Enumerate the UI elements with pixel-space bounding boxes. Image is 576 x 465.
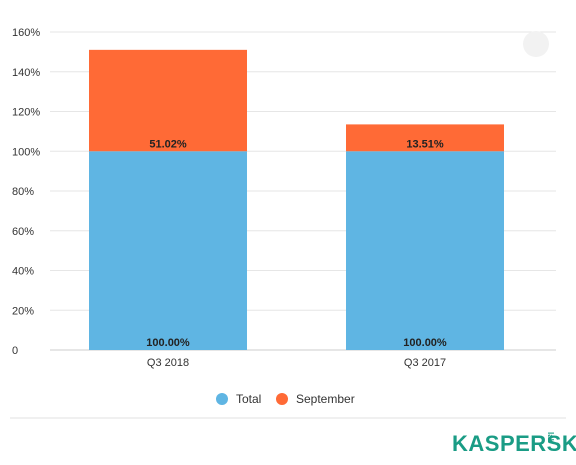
y-tick-label: 120% bbox=[12, 107, 40, 119]
data-labels: 100.00% 51.02% 100.00% 13.51% bbox=[146, 138, 447, 349]
chart-menu-button[interactable] bbox=[523, 31, 549, 57]
y-tick-label: 140% bbox=[12, 67, 40, 79]
x-tick-label: Q3 2018 bbox=[147, 357, 189, 369]
legend-label[interactable]: Total bbox=[236, 392, 261, 406]
logo-wordmark: KASPERSKY bbox=[452, 431, 576, 456]
x-axis-ticks: Q3 2018 Q3 2017 bbox=[147, 357, 446, 369]
bar-september bbox=[346, 124, 504, 152]
data-label: 100.00% bbox=[403, 337, 447, 349]
data-label: 13.51% bbox=[406, 138, 444, 150]
legend-marker bbox=[276, 393, 288, 405]
y-tick-label: 20% bbox=[12, 305, 34, 317]
logo-lab-text: lab bbox=[546, 432, 555, 444]
legend[interactable]: Total September bbox=[216, 392, 355, 406]
legend-marker bbox=[216, 393, 228, 405]
bar-total bbox=[346, 151, 504, 350]
y-tick-label: 0 bbox=[12, 345, 18, 357]
x-tick-label: Q3 2017 bbox=[404, 357, 446, 369]
legend-label[interactable]: September bbox=[296, 392, 355, 406]
data-label: 100.00% bbox=[146, 337, 190, 349]
y-axis-ticks: 0 20% 40% 60% 80% 100% 120% 140% 160% bbox=[12, 27, 40, 357]
y-tick-label: 40% bbox=[12, 266, 34, 278]
y-tick-label: 160% bbox=[12, 27, 40, 39]
bar-total bbox=[89, 151, 247, 350]
kaspersky-logo: KASPERSKY lab bbox=[452, 428, 576, 460]
bar-september bbox=[89, 49, 247, 152]
data-label: 51.02% bbox=[149, 138, 187, 150]
y-tick-label: 100% bbox=[12, 146, 40, 158]
bars bbox=[89, 49, 504, 350]
y-tick-label: 80% bbox=[12, 186, 34, 198]
y-tick-label: 60% bbox=[12, 226, 34, 238]
